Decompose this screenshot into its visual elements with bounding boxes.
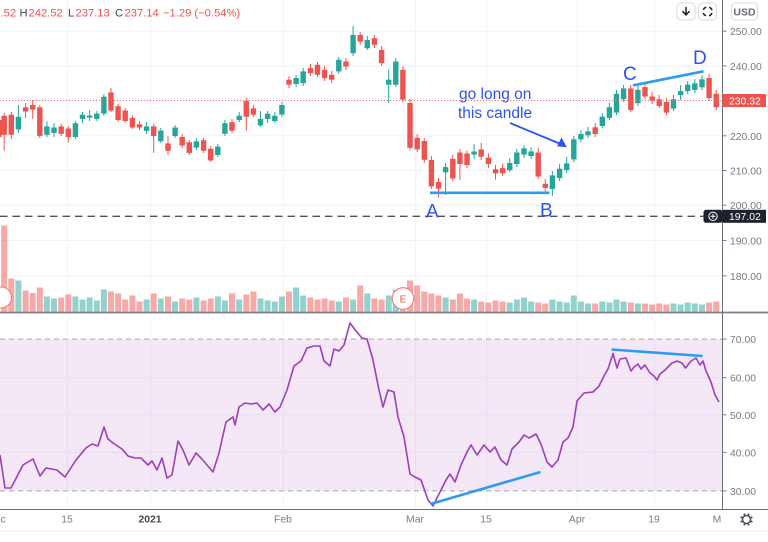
svg-text:A: A [426, 202, 439, 223]
svg-text:.52: .52 [1, 8, 17, 20]
svg-text:Mar: Mar [406, 515, 424, 526]
svg-text:19: 19 [648, 515, 660, 526]
svg-text:Feb: Feb [274, 515, 292, 526]
svg-text:240.00: 240.00 [730, 62, 762, 73]
svg-text:this candle: this candle [458, 105, 532, 122]
svg-text:H: H [20, 8, 28, 20]
svg-text:15: 15 [480, 515, 492, 526]
svg-text:237.14: 237.14 [125, 8, 159, 20]
svg-text:Apr: Apr [569, 515, 586, 526]
svg-text:C: C [623, 64, 637, 85]
svg-text:L: L [68, 8, 74, 20]
svg-text:220.00: 220.00 [730, 132, 762, 143]
svg-text:197.02: 197.02 [729, 212, 761, 223]
svg-text:40.00: 40.00 [730, 448, 756, 459]
svg-text:242.52: 242.52 [29, 8, 63, 20]
svg-text:D: D [693, 48, 707, 69]
svg-text:237.13: 237.13 [76, 8, 110, 20]
svg-text:2021: 2021 [138, 515, 161, 526]
svg-text:go long on: go long on [459, 86, 531, 103]
svg-text:B: B [540, 201, 553, 222]
svg-text:250.00: 250.00 [730, 27, 762, 38]
svg-text:230.32: 230.32 [729, 96, 761, 107]
svg-text:180.00: 180.00 [730, 272, 762, 283]
svg-text:30.00: 30.00 [730, 487, 756, 498]
svg-text:60.00: 60.00 [730, 374, 756, 385]
svg-text:C: C [115, 8, 123, 20]
svg-text:210.00: 210.00 [730, 167, 762, 178]
svg-text:70.00: 70.00 [730, 335, 756, 346]
svg-text:190.00: 190.00 [730, 237, 762, 248]
svg-text:Dec: Dec [0, 515, 6, 526]
svg-text:USD: USD [733, 7, 756, 19]
svg-text:E: E [400, 295, 407, 306]
svg-text:50.00: 50.00 [730, 411, 756, 422]
svg-text:M: M [713, 515, 722, 526]
svg-text:200.00: 200.00 [730, 201, 762, 212]
svg-text:15: 15 [61, 515, 73, 526]
svg-text:−1.29 (−0.54%): −1.29 (−0.54%) [163, 8, 240, 20]
